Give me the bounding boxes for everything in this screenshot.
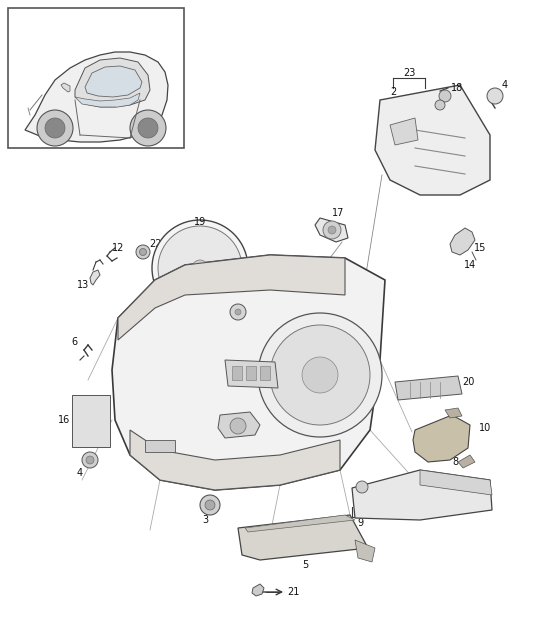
Text: 20: 20: [462, 377, 474, 387]
Polygon shape: [75, 93, 140, 107]
Polygon shape: [245, 515, 355, 532]
Polygon shape: [225, 360, 278, 388]
Circle shape: [82, 452, 98, 468]
Polygon shape: [130, 430, 340, 490]
Circle shape: [230, 304, 246, 320]
Bar: [260, 366, 270, 380]
Circle shape: [323, 221, 341, 239]
Text: 8: 8: [452, 457, 458, 467]
Circle shape: [302, 357, 338, 393]
Text: 16: 16: [58, 415, 70, 425]
Polygon shape: [118, 255, 345, 340]
Text: 18: 18: [451, 83, 463, 93]
Bar: [232, 366, 242, 380]
Text: 3: 3: [202, 515, 208, 525]
Circle shape: [328, 226, 336, 234]
Polygon shape: [420, 470, 492, 495]
Circle shape: [86, 456, 94, 464]
Bar: [246, 366, 256, 380]
Circle shape: [138, 118, 158, 138]
Polygon shape: [90, 270, 100, 285]
Circle shape: [205, 500, 215, 510]
Bar: [72, 395, 110, 447]
Circle shape: [158, 226, 242, 310]
Text: 2: 2: [390, 87, 396, 97]
Polygon shape: [85, 66, 142, 97]
Text: 4: 4: [502, 80, 508, 90]
Polygon shape: [252, 584, 264, 596]
Text: 9: 9: [357, 518, 363, 528]
Polygon shape: [458, 455, 475, 468]
Polygon shape: [445, 408, 462, 418]
Text: 21: 21: [287, 587, 299, 597]
Circle shape: [439, 90, 451, 102]
Polygon shape: [375, 85, 490, 195]
Text: 2: 2: [145, 333, 151, 343]
Circle shape: [45, 118, 65, 138]
Text: 1: 1: [142, 315, 148, 325]
Polygon shape: [395, 376, 462, 400]
Circle shape: [230, 418, 246, 434]
Text: 5: 5: [302, 560, 308, 570]
Circle shape: [356, 481, 368, 493]
Text: 15: 15: [474, 243, 486, 253]
Polygon shape: [218, 412, 260, 438]
Text: 17: 17: [332, 208, 344, 218]
Circle shape: [136, 245, 150, 259]
Circle shape: [140, 249, 147, 256]
Text: 19: 19: [194, 217, 206, 227]
Polygon shape: [413, 415, 470, 462]
Circle shape: [270, 325, 370, 425]
Polygon shape: [75, 58, 150, 107]
Circle shape: [37, 110, 73, 146]
Circle shape: [130, 110, 166, 146]
Circle shape: [487, 88, 503, 104]
Polygon shape: [352, 470, 492, 520]
Text: 23: 23: [169, 333, 181, 343]
Circle shape: [258, 313, 382, 437]
Bar: [8, 8, 184, 148]
Text: 12: 12: [112, 243, 124, 253]
Text: 6: 6: [71, 337, 77, 347]
Polygon shape: [390, 118, 418, 145]
Text: 7: 7: [212, 307, 218, 317]
Text: 4: 4: [77, 468, 83, 478]
Polygon shape: [112, 255, 385, 490]
Polygon shape: [25, 52, 168, 142]
Text: 13: 13: [77, 280, 89, 290]
Polygon shape: [238, 515, 368, 560]
Polygon shape: [355, 540, 375, 562]
Circle shape: [192, 260, 208, 276]
Polygon shape: [450, 228, 475, 255]
Circle shape: [200, 495, 220, 515]
Polygon shape: [315, 218, 348, 242]
Circle shape: [152, 220, 248, 316]
Circle shape: [235, 309, 241, 315]
Text: 14: 14: [464, 260, 476, 270]
Text: 11: 11: [127, 353, 139, 363]
Circle shape: [435, 100, 445, 110]
Polygon shape: [61, 83, 70, 92]
Text: 23: 23: [403, 68, 415, 78]
Text: 22: 22: [149, 239, 161, 249]
Text: 10: 10: [479, 423, 491, 433]
Bar: [145, 440, 175, 452]
